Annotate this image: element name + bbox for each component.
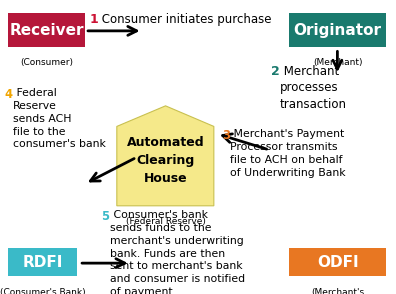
Text: (Consumer's Bank): (Consumer's Bank) [0, 288, 86, 294]
FancyBboxPatch shape [8, 248, 77, 276]
Text: 3: 3 [222, 129, 230, 142]
FancyBboxPatch shape [289, 248, 386, 276]
Polygon shape [117, 106, 214, 206]
Text: Automated
Clearing
House: Automated Clearing House [127, 136, 204, 185]
Text: (Federal Reserve): (Federal Reserve) [126, 217, 206, 226]
Text: Federal
Reserve
sends ACH
file to the
consumer's bank: Federal Reserve sends ACH file to the co… [13, 88, 106, 149]
Text: (Merchant's
Underwriting Bank): (Merchant's Underwriting Bank) [294, 288, 381, 294]
Text: 5: 5 [101, 210, 109, 223]
Text: Consumer initiates purchase: Consumer initiates purchase [98, 13, 271, 26]
Text: Receiver: Receiver [9, 23, 84, 38]
Text: Consumer's bank
sends funds to the
merchant's underwriting
bank. Funds are then
: Consumer's bank sends funds to the merch… [110, 210, 245, 294]
Text: 2: 2 [271, 65, 280, 78]
Text: 1: 1 [89, 13, 98, 26]
Text: RDFI: RDFI [23, 255, 63, 270]
Text: ODFI: ODFI [317, 255, 358, 270]
Text: 4: 4 [4, 88, 12, 101]
Text: Originator: Originator [293, 23, 382, 38]
Text: (Merchant): (Merchant) [313, 58, 362, 67]
Text: (Consumer): (Consumer) [20, 58, 73, 67]
FancyBboxPatch shape [8, 13, 85, 47]
Text: Merchant
processes
transaction: Merchant processes transaction [280, 65, 347, 111]
Text: Merchant's Payment
Processor transmits
file to ACH on behalf
of Underwriting Ban: Merchant's Payment Processor transmits f… [230, 129, 346, 178]
FancyBboxPatch shape [289, 13, 386, 47]
